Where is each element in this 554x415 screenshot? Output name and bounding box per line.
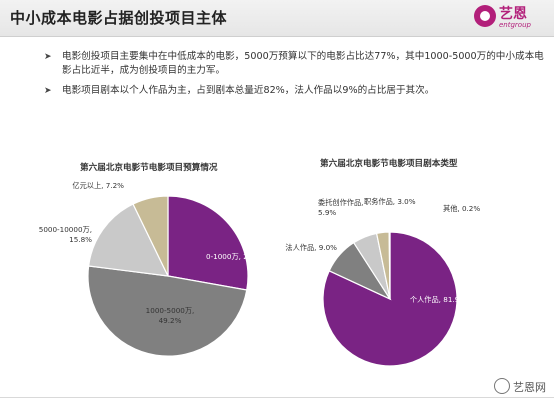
slice-label: 委托创作作品, [318,198,363,207]
page-title: 中小成本电影占据创投项目主体 [10,9,228,27]
slice-label-value: 5.9% [318,208,336,217]
pie-slice-其他 [388,231,391,300]
entgroup-logo-icon [474,5,496,27]
wechat-label: 艺恩网 [513,381,546,394]
bullet-text: 电影项目剧本以个人作品为主，占到剧本总量近82%，法人作品以9%的占比居于其次。 [62,85,435,96]
wechat-badge: 艺恩网 [494,378,546,395]
arrow-icon: ➤ [44,52,52,62]
slice-label: 亿元以上, 7.2% [72,181,124,190]
slice-label-value: 49.2% [159,316,182,325]
bullet-item: ➤ 电影项目剧本以个人作品为主，占到剧本总量近82%，法人作品以9%的占比居于其… [44,84,544,98]
pie-slice-0-1000万 [167,195,249,291]
slice-label: 个人作品, 81.9% [410,295,466,304]
logo-brand: 艺恩 [499,6,527,22]
chart-title-budget: 第六届北京电影节电影项目预算情况 [80,163,218,173]
logo-sub: entgroup [499,21,531,29]
wechat-icon [494,378,510,394]
header-bar: 中小成本电影占据创投项目主体 艺恩 entgroup [0,0,554,37]
slice-label: 1000-5000万, [146,306,195,315]
slice-label: 5000-10000万, [39,225,92,234]
slice-label: 职务作品, 3.0% [364,197,416,206]
arrow-icon: ➤ [44,86,52,96]
slice-label: 0-1000万, 27.8% [206,252,266,261]
bullet-item: ➤ 电影创投项目主要集中在中低成本的电影，5000万预算以下的电影占比达77%，… [44,50,544,78]
chart-title-script: 第六届北京电影节电影项目剧本类型 [320,159,458,169]
bullet-text: 电影创投项目主要集中在中低成本的电影，5000万预算以下的电影占比达77%，其中… [62,51,544,76]
pie-slice-1000-5000万 [87,265,248,357]
pie-slice-亿元以上 [132,195,169,277]
slice-label-value: 15.8% [69,235,92,244]
bullet-list: ➤ 电影创投项目主要集中在中低成本的电影，5000万预算以下的电影占比达77%，… [44,50,544,104]
footer-divider [0,397,554,398]
slice-label: 法人作品, 9.0% [285,243,337,252]
entgroup-logo: 艺恩 entgroup [474,3,540,33]
slice-label: 其他, 0.2% [443,204,480,213]
pie-slice-5000-10000万 [87,203,170,277]
